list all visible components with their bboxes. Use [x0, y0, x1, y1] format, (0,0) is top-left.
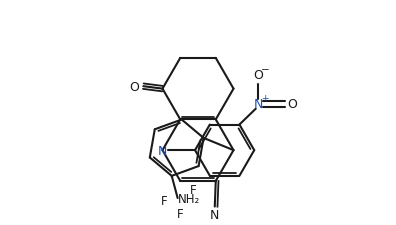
- Text: F: F: [190, 183, 197, 196]
- Text: O: O: [129, 80, 139, 93]
- Text: NH₂: NH₂: [178, 192, 200, 205]
- Text: +: +: [261, 93, 268, 102]
- Text: F: F: [160, 194, 167, 207]
- Text: −: −: [261, 65, 269, 75]
- Text: N: N: [210, 209, 219, 221]
- Text: O: O: [287, 98, 297, 111]
- Text: N: N: [253, 98, 263, 111]
- Text: O: O: [253, 68, 263, 81]
- Text: N: N: [158, 144, 167, 157]
- Text: F: F: [177, 207, 183, 220]
